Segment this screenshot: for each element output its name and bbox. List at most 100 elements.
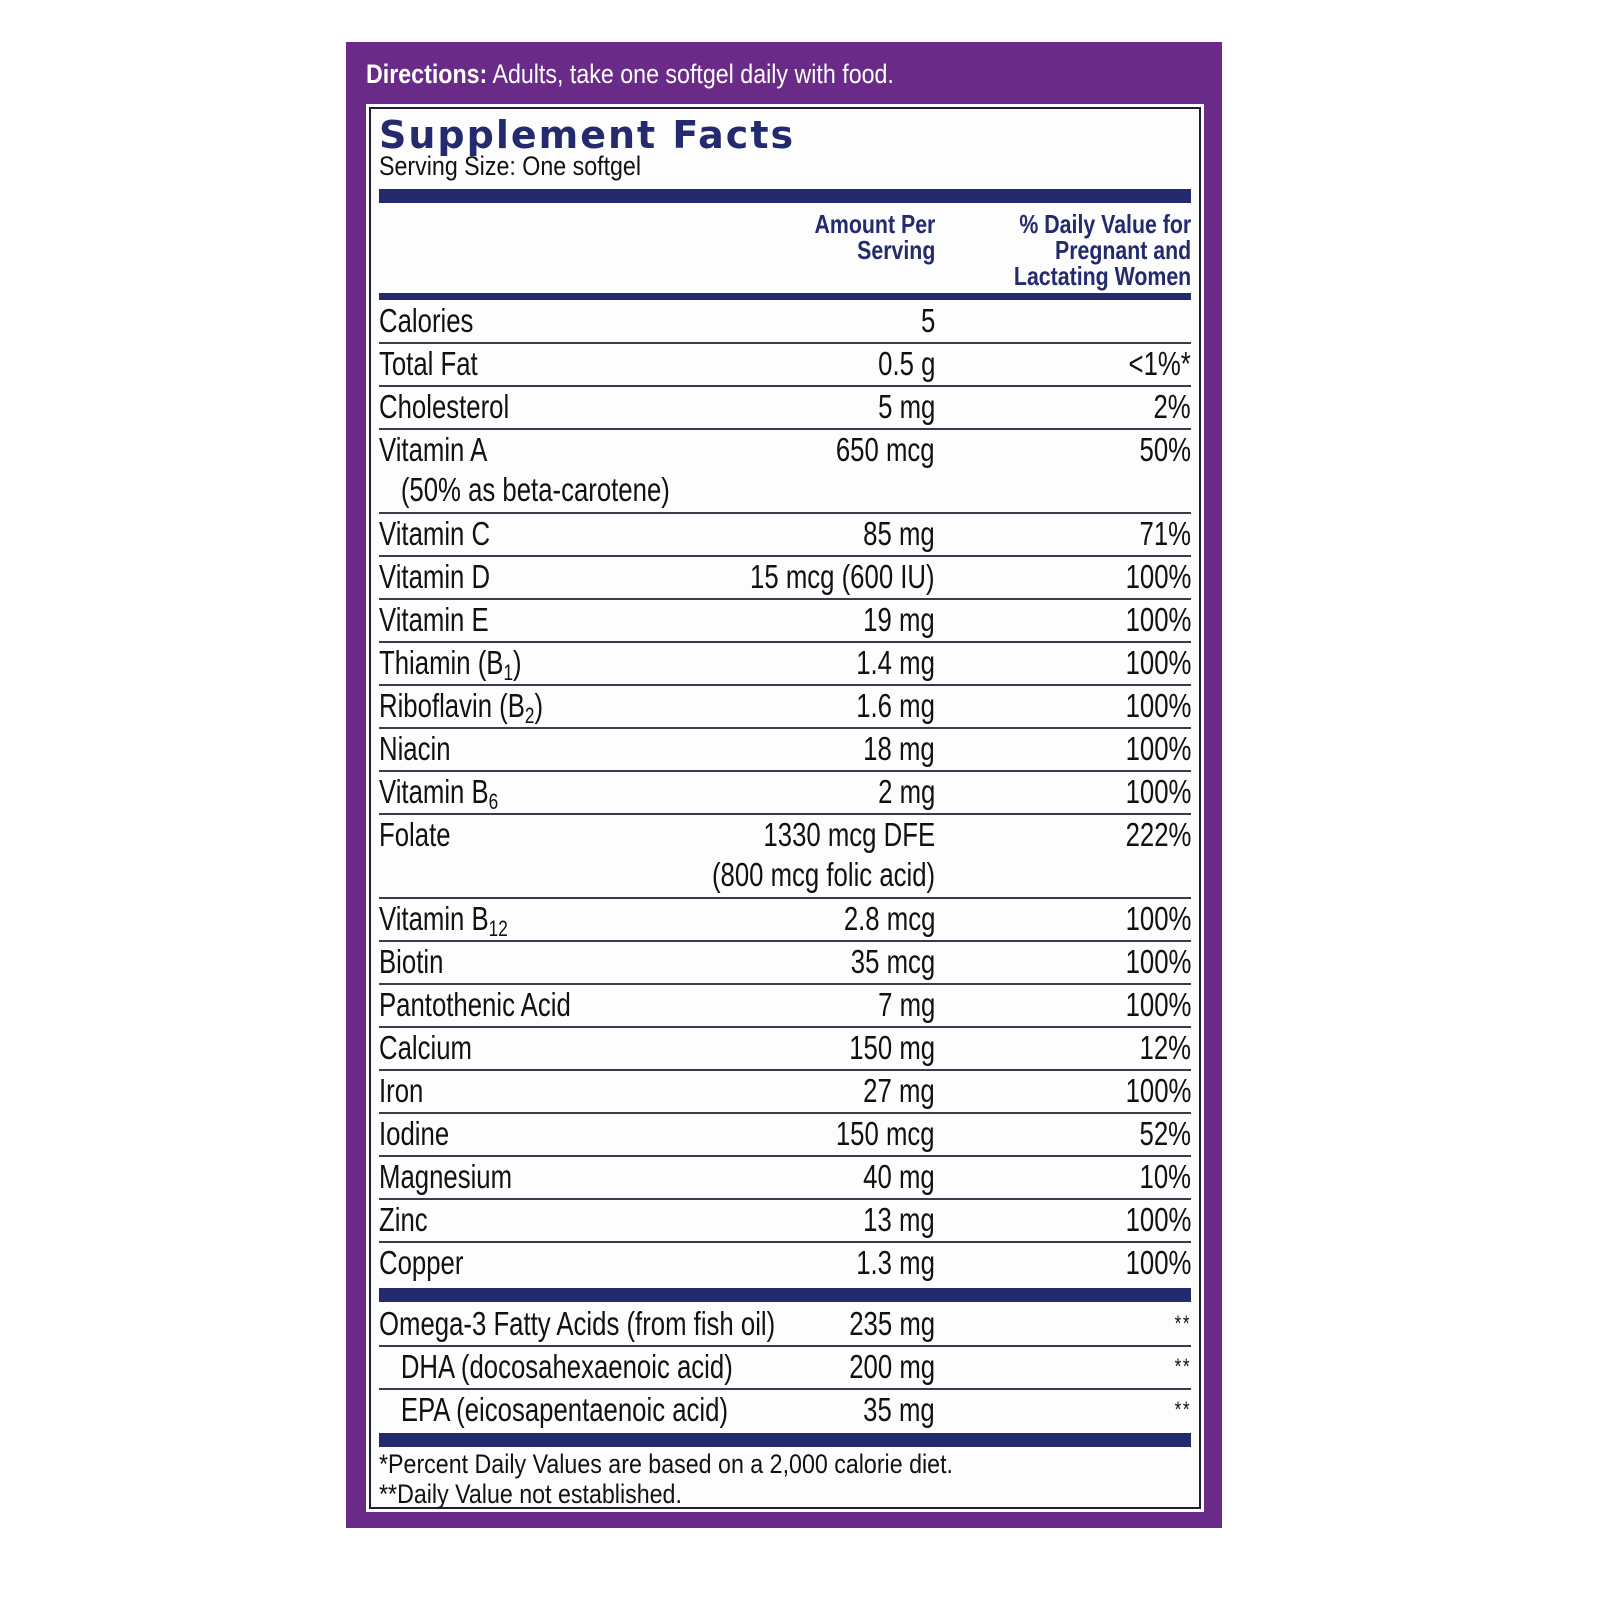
nutrient-daily-value: 100% xyxy=(1125,773,1191,810)
nutrient-name: Niacin xyxy=(379,729,451,769)
nutrient-row: Vitamin C 85 mg 71% xyxy=(379,514,1191,557)
nutrient-row: Magnesium 40 mg 10% xyxy=(379,1157,1191,1200)
nutrient-name: Calcium xyxy=(379,1028,472,1068)
nutrient-daily-value: <1%* xyxy=(1128,345,1191,382)
amount-value: 40 mg xyxy=(863,1158,935,1195)
amount-value: 2.8 mcg xyxy=(843,900,935,937)
nutrient-name: Vitamin C xyxy=(379,514,490,554)
nutrient-name-text: Vitamin E xyxy=(379,601,489,638)
amount-note: (800 mcg folic acid) xyxy=(711,856,935,893)
fatty-acid-row: DHA (docosahexaenoic acid) 200 mg ** xyxy=(379,1347,1191,1390)
nutrient-name-text: Vitamin A xyxy=(379,431,488,468)
nutrient-name-note: (50% as beta-carotene) xyxy=(400,471,670,508)
nutrient-name-text: Calcium xyxy=(379,1029,472,1066)
column-header-dv-line3: Lactating Women xyxy=(1013,261,1191,291)
nutrient-row: Vitamin B6 2 mg 100% xyxy=(379,772,1191,815)
nutrient-row: Vitamin D 15 mcg (600 IU) 100% xyxy=(379,557,1191,600)
nutrient-amount: 7 mg xyxy=(878,985,935,1025)
fatty-acid-name: Omega-3 Fatty Acids (from fish oil) xyxy=(379,1305,776,1342)
amount-value: 18 mg xyxy=(863,730,935,767)
nutrient-row: Total Fat 0.5 g <1%* xyxy=(379,344,1191,387)
column-header-dv-line1: % Daily Value for xyxy=(1019,209,1191,239)
nutrient-row: Pantothenic Acid 7 mg 100% xyxy=(379,985,1191,1028)
nutrient-name-text: Cholesterol xyxy=(379,388,510,425)
nutrient-name-text: Copper xyxy=(379,1244,464,1281)
nutrient-name: Vitamin D xyxy=(379,557,490,597)
nutrient-daily-value: 100% xyxy=(1125,687,1191,724)
thick-divider-bottom xyxy=(379,1433,1191,1447)
nutrient-row: Calories 5 xyxy=(379,301,1191,344)
nutrient-daily-value: 100% xyxy=(1125,558,1191,595)
nutrient-daily-value: 12% xyxy=(1139,1029,1191,1066)
amount-value: 5 mg xyxy=(877,388,935,425)
footnote-daily-values: *Percent Daily Values are based on a 2,0… xyxy=(379,1449,953,1479)
thick-divider-top xyxy=(379,189,1191,203)
nutrient-row: Riboflavin (B2) 1.6 mg 100% xyxy=(379,686,1191,729)
fatty-acid-daily-value: ** xyxy=(1174,1354,1191,1379)
nutrient-row: Copper 1.3 mg 100% xyxy=(379,1243,1191,1286)
nutrient-amount: 1330 mcg DFE (800 mcg folic acid) xyxy=(712,815,935,895)
nutrient-row: Zinc 13 mg 100% xyxy=(379,1200,1191,1243)
nutrient-daily-value: 100% xyxy=(1125,1201,1191,1238)
nutrient-daily-value: 100% xyxy=(1125,900,1191,937)
nutrient-name: Cholesterol xyxy=(379,387,509,427)
amount-value: 650 mcg xyxy=(836,431,935,468)
nutrient-row: Folate 1330 mcg DFE (800 mcg folic acid) 22… xyxy=(379,815,1191,899)
nutrient-name-text: Total Fat xyxy=(379,345,478,382)
nutrient-name: Pantothenic Acid xyxy=(379,985,571,1025)
nutrient-name: Iron xyxy=(379,1071,423,1111)
nutrient-daily-value: 100% xyxy=(1125,1244,1191,1281)
serving-size: Serving Size: One softgel xyxy=(379,151,642,181)
amount-value: 5 xyxy=(920,302,935,339)
nutrient-row: Niacin 18 mg 100% xyxy=(379,729,1191,772)
fatty-acid-daily-value: ** xyxy=(1174,1397,1191,1422)
subscript: 2 xyxy=(524,703,535,728)
amount-value: 13 mg xyxy=(863,1201,935,1238)
nutrient-amount: 2.8 mcg xyxy=(843,899,935,939)
nutrient-name-tail: ) xyxy=(513,644,522,681)
supplement-facts-border: Supplement Facts Serving Size: One softg… xyxy=(369,107,1201,1509)
nutrient-daily-value: 100% xyxy=(1125,943,1191,980)
amount-value: 2 mg xyxy=(877,773,935,810)
subscript: 6 xyxy=(488,789,499,814)
nutrient-daily-value: 100% xyxy=(1125,730,1191,767)
fatty-acid-row: Omega-3 Fatty Acids (from fish oil) 235 m… xyxy=(379,1304,1191,1347)
directions: Directions: Adults, take one softgel dai… xyxy=(366,54,1085,94)
nutrient-row: Iodine 150 mcg 52% xyxy=(379,1114,1191,1157)
label-panel: Directions: Adults, take one softgel dai… xyxy=(346,42,1222,1528)
nutrient-table: Calories 5 Total Fat 0.5 g <1%* Cholesterol 5 … xyxy=(379,301,1191,1286)
nutrient-name: Magnesium xyxy=(379,1157,512,1197)
nutrient-daily-value: 2% xyxy=(1153,388,1191,425)
subscript: 1 xyxy=(503,660,514,685)
nutrient-name: Vitamin E xyxy=(379,600,489,640)
fatty-acid-amount: 200 mg xyxy=(849,1348,935,1385)
nutrient-amount: 40 mg xyxy=(863,1157,935,1197)
nutrient-daily-value: 100% xyxy=(1125,1072,1191,1109)
nutrient-name: Iodine xyxy=(379,1114,449,1154)
column-header-dv-line2: Pregnant and xyxy=(1054,235,1191,265)
nutrient-name-text: Thiamin (B xyxy=(379,644,504,681)
nutrient-name: Vitamin B12 xyxy=(379,899,508,940)
nutrient-name-text: Niacin xyxy=(379,730,451,767)
footnote-not-established: **Daily Value not established. xyxy=(379,1479,682,1509)
nutrient-name-text: Vitamin B xyxy=(379,773,489,810)
nutrient-row: Vitamin B12 2.8 mcg 100% xyxy=(379,899,1191,942)
facts-title: Supplement Facts xyxy=(379,113,796,157)
nutrient-daily-value: 50% xyxy=(1139,431,1191,468)
nutrient-row: Vitamin A (50% as beta-carotene) 650 mcg 50… xyxy=(379,430,1191,514)
nutrient-name-text: Magnesium xyxy=(379,1158,513,1195)
fatty-acids-table: Omega-3 Fatty Acids (from fish oil) 235 m… xyxy=(379,1304,1191,1433)
column-header-amount: Amount Per Serving xyxy=(814,211,935,263)
nutrient-name-text: Vitamin C xyxy=(379,515,491,552)
amount-value: 1330 mcg DFE xyxy=(763,816,935,853)
nutrient-daily-value: 100% xyxy=(1125,986,1191,1023)
directions-text: Adults, take one softgel daily with food… xyxy=(487,59,894,89)
amount-value: 150 mcg xyxy=(836,1115,935,1152)
nutrient-name: Total Fat xyxy=(379,344,478,384)
nutrient-amount: 1.4 mg xyxy=(856,643,935,683)
nutrient-name-text: Zinc xyxy=(379,1201,428,1238)
nutrient-name: Riboflavin (B2) xyxy=(379,686,543,728)
column-header-amount-line2: Serving xyxy=(856,235,935,265)
nutrient-name-text: Calories xyxy=(379,302,474,339)
fatty-acid-name: DHA (docosahexaenoic acid) xyxy=(400,1348,733,1385)
